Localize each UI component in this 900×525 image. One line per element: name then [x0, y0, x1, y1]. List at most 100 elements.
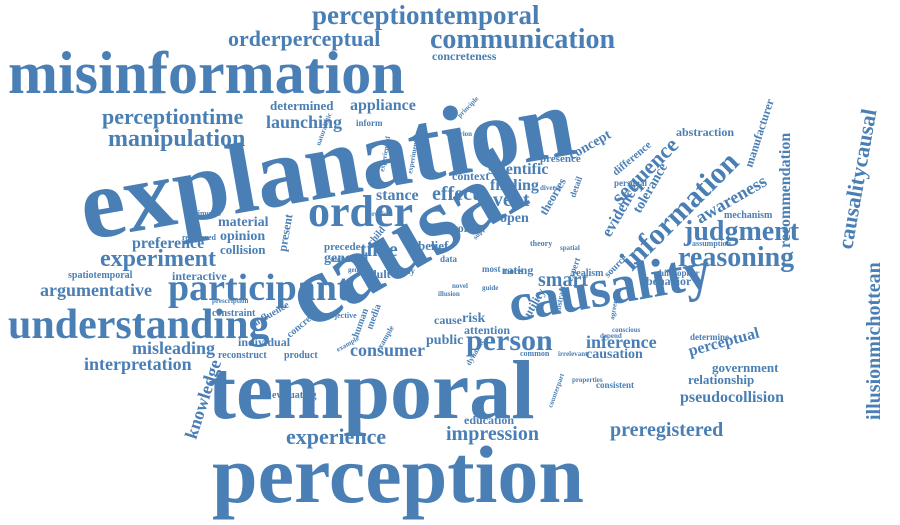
word: attention	[464, 323, 510, 337]
word: material	[218, 215, 269, 230]
word: prescription	[212, 297, 249, 305]
word: irrelevant	[558, 350, 588, 358]
word: constraint	[212, 308, 256, 319]
word: most	[482, 264, 501, 274]
word: consistent	[596, 380, 634, 390]
word: context	[452, 169, 489, 183]
word: impression	[446, 423, 539, 445]
word: philosopher	[654, 268, 700, 278]
word: perceptiontemporal	[312, 0, 540, 30]
word: perceptiontime	[102, 104, 244, 129]
word: more	[502, 266, 522, 276]
word: individual	[238, 335, 291, 349]
word: detail	[567, 175, 584, 199]
word: determined	[270, 98, 334, 113]
word: inference	[586, 332, 657, 352]
word: public	[426, 333, 463, 348]
word: gender	[348, 266, 369, 274]
word: concreteness	[432, 49, 497, 63]
word: present	[275, 213, 295, 253]
word: counterpart	[546, 372, 566, 409]
word: objective	[326, 311, 357, 320]
word: misleading	[132, 338, 215, 358]
word: experience	[286, 424, 386, 449]
word: interpretation	[84, 354, 192, 374]
word: general	[324, 251, 368, 266]
word: recommendation	[777, 133, 794, 248]
word: criterion	[446, 130, 472, 138]
word: preregistered	[610, 419, 723, 441]
word: personal	[614, 178, 648, 188]
word: behavior	[646, 274, 692, 288]
word: misinformation	[8, 40, 405, 106]
word: evaluating	[272, 390, 316, 401]
word: studies	[330, 256, 351, 264]
word: experiment	[100, 246, 216, 272]
word: adult	[364, 267, 391, 281]
word: communication	[430, 24, 616, 55]
word: smart	[538, 269, 588, 291]
word: spatial	[560, 244, 580, 252]
word: reasoning	[678, 242, 794, 273]
word: order	[308, 187, 413, 236]
word: education	[464, 413, 514, 427]
word: mechanism	[724, 210, 773, 221]
word: understanding	[8, 302, 269, 348]
word: theory	[530, 239, 552, 248]
word: risk	[462, 311, 486, 326]
word: cause	[434, 313, 463, 327]
word: rating	[502, 263, 533, 277]
word: common	[520, 349, 550, 358]
word: precede	[324, 241, 361, 253]
word: belief	[418, 238, 449, 253]
word: product	[284, 350, 318, 361]
word: depend	[600, 332, 622, 340]
word: assumption	[692, 239, 732, 248]
word: properties	[572, 376, 603, 384]
word: relationship	[688, 372, 754, 387]
word: predict	[368, 210, 390, 218]
word: stance	[376, 187, 419, 204]
word: preference	[132, 235, 204, 252]
word: orderperceptual	[228, 26, 380, 51]
word: illusion	[438, 290, 460, 298]
word: novel	[452, 282, 468, 290]
word: manipulation	[108, 126, 245, 152]
word: argumentative	[40, 280, 152, 300]
word: causalitycausal	[832, 107, 881, 251]
word: finding	[490, 177, 539, 194]
word: manufacturer	[742, 96, 777, 169]
word: conscious	[612, 326, 641, 334]
word: perceptual	[687, 325, 762, 360]
word: appliance	[350, 97, 416, 114]
word: causation	[586, 347, 643, 362]
word: reconstruct	[218, 350, 267, 361]
word: consumer	[350, 340, 425, 360]
word: stimulus	[192, 209, 221, 218]
word: inform	[356, 118, 383, 128]
word: collision	[220, 242, 266, 257]
word: person	[466, 324, 553, 357]
word: strong	[444, 221, 476, 235]
word: pseudocollision	[680, 389, 784, 406]
word: time	[360, 239, 398, 261]
word: temporal	[208, 344, 535, 437]
word: interactive	[172, 269, 227, 283]
word: reordered	[182, 233, 216, 242]
word: government	[712, 360, 779, 375]
word: determine	[690, 332, 729, 342]
word: study	[394, 266, 416, 276]
word: realism	[572, 268, 604, 279]
word: opinion	[220, 229, 265, 244]
word: judgment	[683, 216, 800, 247]
word: presence	[540, 153, 581, 165]
word: scientific	[488, 161, 548, 178]
word: illusionmichottean	[863, 262, 885, 420]
word: data	[440, 254, 458, 264]
word: perception	[212, 429, 584, 520]
word: event	[484, 189, 530, 211]
word: effect	[432, 183, 479, 205]
word: open	[500, 211, 529, 226]
